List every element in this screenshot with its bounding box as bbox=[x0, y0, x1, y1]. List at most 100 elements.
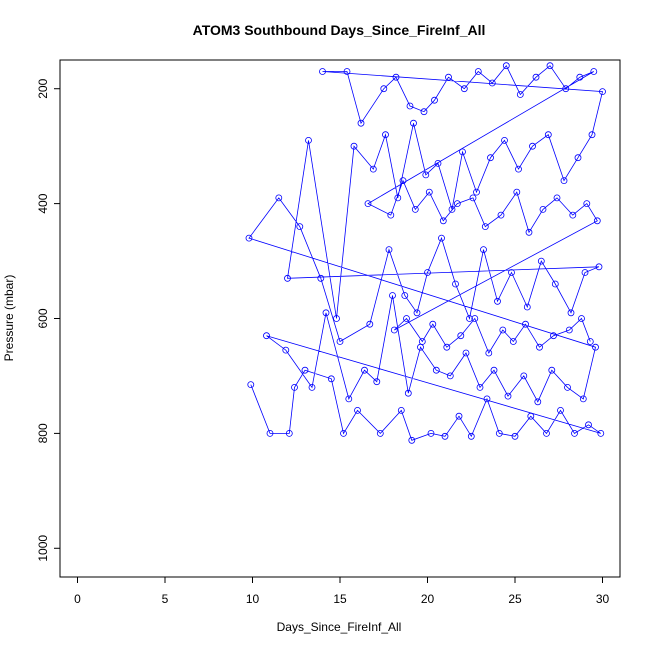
data-point bbox=[397, 406, 405, 414]
data-point bbox=[345, 395, 353, 403]
data-point bbox=[544, 131, 552, 139]
data-point bbox=[588, 131, 596, 139]
data-point bbox=[525, 228, 533, 236]
data-point bbox=[495, 429, 503, 437]
data-point bbox=[263, 332, 270, 340]
data-point bbox=[441, 432, 449, 440]
data-point bbox=[327, 375, 335, 383]
data-point bbox=[578, 315, 585, 322]
data-point bbox=[571, 429, 578, 437]
data-point bbox=[275, 194, 283, 202]
data-point bbox=[474, 68, 482, 75]
data-point bbox=[499, 326, 507, 334]
data-point bbox=[481, 223, 489, 231]
data-point bbox=[548, 366, 556, 374]
data-point bbox=[476, 383, 484, 391]
data-point bbox=[282, 346, 290, 354]
data-point bbox=[245, 234, 253, 242]
data-point bbox=[305, 136, 312, 144]
data-point bbox=[509, 338, 517, 345]
data-point bbox=[508, 269, 515, 276]
data-point bbox=[390, 326, 398, 334]
data-point bbox=[266, 429, 274, 437]
data-point bbox=[350, 142, 358, 150]
y-tick-label: 200 bbox=[36, 78, 50, 98]
data-point bbox=[466, 315, 473, 322]
data-point bbox=[285, 429, 293, 437]
data-point bbox=[385, 246, 393, 254]
data-point bbox=[550, 332, 557, 340]
data-point bbox=[459, 148, 466, 156]
data-point bbox=[361, 366, 368, 374]
data-point bbox=[543, 429, 550, 437]
data-point bbox=[501, 136, 508, 144]
data-point bbox=[574, 154, 582, 162]
data-point bbox=[418, 338, 426, 345]
data-point bbox=[452, 280, 459, 288]
data-point bbox=[439, 217, 447, 225]
data-point bbox=[354, 406, 361, 414]
data-point bbox=[494, 297, 501, 305]
data-point bbox=[376, 429, 384, 437]
data-point bbox=[319, 68, 326, 75]
data-point bbox=[457, 332, 465, 340]
data-point bbox=[586, 338, 594, 345]
data-point bbox=[560, 177, 568, 185]
data-point bbox=[480, 246, 487, 254]
data-point bbox=[308, 383, 316, 391]
data-point bbox=[504, 392, 512, 400]
data-point bbox=[411, 205, 419, 213]
y-axis-label: Pressure (mbar) bbox=[2, 275, 16, 362]
data-point bbox=[595, 263, 603, 271]
data-point bbox=[401, 292, 409, 299]
data-point bbox=[523, 303, 531, 311]
chart-title: ATOM3 Southbound Days_Since_FireInf_All bbox=[193, 22, 486, 38]
data-point bbox=[471, 315, 479, 322]
data-point bbox=[532, 73, 540, 81]
data-point bbox=[599, 88, 606, 95]
data-point bbox=[364, 200, 372, 208]
data-point bbox=[445, 73, 452, 81]
data-point bbox=[446, 372, 454, 380]
data-point bbox=[520, 372, 528, 380]
data-point bbox=[462, 349, 470, 357]
data-point bbox=[590, 68, 598, 75]
data-point bbox=[284, 274, 291, 282]
x-axis-label: Days_Since_FireInf_All bbox=[277, 620, 402, 634]
data-point bbox=[567, 309, 575, 317]
x-tick-label: 25 bbox=[508, 592, 522, 606]
data-point bbox=[420, 108, 428, 116]
data-point bbox=[513, 188, 521, 196]
data-point bbox=[522, 320, 529, 328]
data-point bbox=[357, 119, 365, 127]
data-point bbox=[551, 280, 559, 288]
data-point bbox=[546, 62, 554, 70]
data-point bbox=[487, 154, 494, 162]
data-point bbox=[301, 366, 309, 374]
data-point bbox=[343, 68, 351, 75]
x-tick-label: 20 bbox=[421, 592, 435, 606]
data-point bbox=[432, 366, 440, 374]
data-point bbox=[291, 383, 298, 391]
data-point bbox=[467, 432, 475, 440]
data-point bbox=[404, 389, 412, 397]
data-point bbox=[438, 234, 445, 242]
data-point bbox=[511, 432, 519, 440]
data-point bbox=[597, 429, 605, 437]
data-point bbox=[460, 85, 468, 93]
data-point bbox=[485, 349, 493, 357]
data-point bbox=[431, 96, 438, 104]
x-tick-label: 5 bbox=[162, 592, 169, 606]
data-point bbox=[502, 62, 510, 70]
y-tick-label: 400 bbox=[36, 193, 50, 213]
data-point bbox=[455, 412, 463, 420]
data-point bbox=[593, 217, 601, 225]
data-layer bbox=[245, 62, 606, 444]
x-axis: 0 5 10 15 20 25 30 bbox=[74, 576, 609, 606]
data-point bbox=[410, 119, 417, 127]
x-tick-label: 10 bbox=[246, 592, 260, 606]
data-point bbox=[583, 200, 591, 208]
data-point bbox=[399, 177, 407, 185]
data-point bbox=[389, 292, 396, 299]
